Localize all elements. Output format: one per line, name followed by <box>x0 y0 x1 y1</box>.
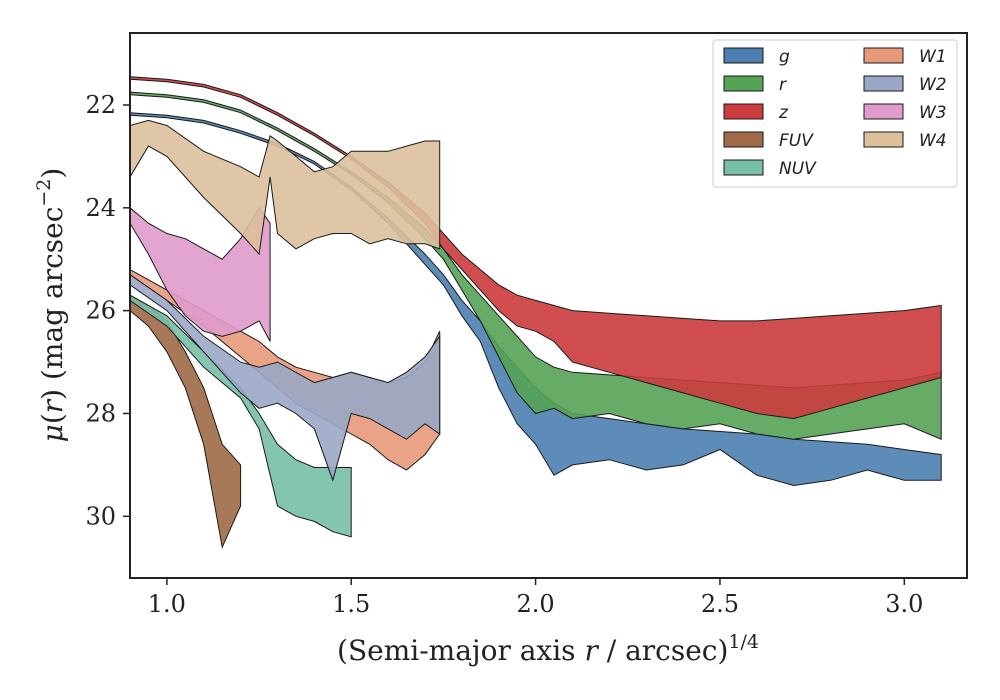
y-tick-label: 24 <box>85 194 116 222</box>
y-tick-label: 28 <box>85 399 116 427</box>
x-tick-label: 2.0 <box>517 590 555 618</box>
legend-swatch-w2 <box>863 75 904 92</box>
legend-label-w2: W2 <box>919 75 947 95</box>
x-tick-label: 1.0 <box>148 590 186 618</box>
ticks-layer: 1.0 1.5 2.0 2.5 3.0 22 24 26 28 30 <box>85 91 923 618</box>
x-tick-label: 3.0 <box>885 590 923 618</box>
x-tick-label: 1.5 <box>332 590 370 618</box>
series-layer <box>130 76 942 549</box>
legend-label-w1: W1 <box>919 47 947 67</box>
y-tick-label: 22 <box>85 91 116 119</box>
legend-swatch-w3 <box>863 103 904 120</box>
x-tick-label: 2.5 <box>701 590 739 618</box>
series-band-w3 <box>130 206 271 342</box>
legend-label-r: r <box>779 75 787 95</box>
legend-label-fuv: FUV <box>779 131 814 151</box>
series-band-w2 <box>130 274 441 482</box>
legend-swatch-z <box>723 103 764 120</box>
x-axis-label: (Semi-major axis r / arcsec)1/4 <box>337 631 759 667</box>
legend-label-w4: W4 <box>919 131 947 151</box>
y-tick-label: 30 <box>85 502 116 530</box>
legend-swatch-w4 <box>863 131 904 148</box>
legend-swatch-fuv <box>723 131 764 148</box>
plot-frame <box>129 32 968 579</box>
legend-swatch-r <box>723 75 764 92</box>
legend-label-w3: W3 <box>919 103 947 123</box>
legend-label-g: g <box>779 47 790 67</box>
legend-label-z: z <box>778 103 789 123</box>
legend-swatch-w1 <box>863 47 904 64</box>
legend-swatch-nuv <box>723 159 764 176</box>
legend-swatch-g <box>723 47 764 64</box>
series-band-w4 <box>130 119 441 256</box>
y-axis-label: μ(r) (mag arcsec−2) <box>33 168 69 443</box>
legend: grz FUV NUV W1 W2 W3 W4 <box>712 39 958 188</box>
y-tick-label: 26 <box>85 297 116 325</box>
legend-label-nuv: NUV <box>779 159 817 179</box>
